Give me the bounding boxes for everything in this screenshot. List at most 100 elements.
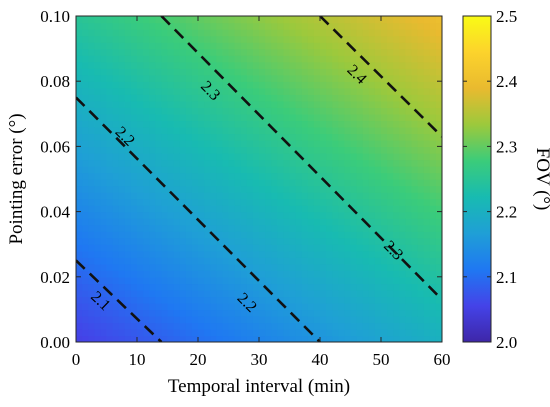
- heatmap-cell: [277, 302, 285, 311]
- heatmap-cell: [179, 29, 187, 37]
- heatmap-cell: [124, 192, 132, 200]
- heatmap-cell: [112, 257, 120, 265]
- heatmap-cell: [417, 218, 425, 226]
- heatmap-cell: [356, 283, 364, 291]
- heatmap-cell: [198, 283, 205, 291]
- heatmap-cell: [94, 205, 102, 213]
- heatmap-cell: [362, 205, 370, 213]
- heatmap-cell: [112, 263, 120, 271]
- heatmap-cell: [332, 211, 339, 219]
- heatmap-cell: [271, 139, 278, 148]
- heatmap-cell: [216, 309, 224, 317]
- heatmap-cell: [173, 172, 181, 180]
- heatmap-cell: [417, 231, 425, 239]
- heatmap-cell: [387, 328, 394, 337]
- heatmap-cell: [271, 113, 278, 122]
- heatmap-cell: [313, 42, 321, 50]
- heatmap-cell: [277, 237, 285, 245]
- heatmap-cell: [246, 159, 254, 167]
- heatmap-cell: [301, 165, 309, 174]
- heatmap-cell: [149, 126, 156, 135]
- heatmap-cell: [88, 192, 95, 200]
- heatmap-cell: [100, 16, 108, 24]
- heatmap-cell: [240, 61, 248, 69]
- heatmap-cell: [417, 16, 425, 24]
- heatmap-cell: [405, 22, 413, 30]
- heatmap-cell: [295, 224, 303, 232]
- heatmap-cell: [76, 35, 83, 43]
- heatmap-cell: [228, 22, 236, 30]
- heatmap-cell: [173, 35, 181, 43]
- heatmap-cell: [191, 68, 199, 76]
- heatmap-cell: [210, 126, 217, 135]
- heatmap-cell: [76, 276, 83, 285]
- heatmap-cell: [118, 315, 126, 324]
- heatmap-cell: [320, 35, 327, 43]
- heatmap-cell: [149, 309, 156, 317]
- heatmap-cell: [429, 296, 437, 304]
- heatmap-cell: [301, 231, 309, 239]
- heatmap-cell: [167, 231, 175, 239]
- heatmap-cell: [399, 309, 407, 317]
- heatmap-cell: [356, 205, 364, 213]
- heatmap-cell: [155, 257, 163, 265]
- heatmap-cell: [76, 113, 83, 122]
- heatmap-cell: [149, 100, 156, 108]
- heatmap-cell: [179, 159, 187, 167]
- heatmap-cell: [271, 237, 278, 245]
- heatmap-cell: [271, 55, 278, 63]
- heatmap-cell: [350, 120, 358, 128]
- heatmap-cell: [94, 35, 102, 43]
- heatmap-cell: [191, 87, 199, 95]
- heatmap-cell: [173, 185, 181, 193]
- heatmap-cell: [313, 68, 321, 76]
- heatmap-cell: [155, 231, 163, 239]
- heatmap-cell: [252, 146, 260, 154]
- heatmap-cell: [240, 74, 248, 82]
- heatmap-cell: [143, 179, 150, 187]
- heatmap-cell: [301, 29, 309, 37]
- heatmap-cell: [277, 120, 285, 128]
- heatmap-cell: [381, 146, 388, 154]
- heatmap-cell: [137, 205, 144, 213]
- heatmap-cell: [356, 55, 364, 63]
- heatmap-cell: [368, 81, 376, 89]
- heatmap-cell: [130, 22, 138, 30]
- heatmap-cell: [435, 250, 442, 258]
- heatmap-cell: [191, 61, 199, 69]
- heatmap-cell: [198, 244, 205, 252]
- heatmap-cell: [307, 68, 315, 76]
- heatmap-cell: [143, 283, 150, 291]
- heatmap-cell: [106, 165, 114, 174]
- heatmap-cell: [411, 152, 419, 161]
- heatmap-cell: [246, 87, 254, 95]
- heatmap-cell: [307, 179, 315, 187]
- heatmap-cell: [271, 100, 278, 108]
- heatmap-cell: [374, 250, 382, 258]
- heatmap-cell: [204, 61, 211, 69]
- heatmap-cell: [100, 55, 108, 63]
- heatmap-cell: [204, 276, 211, 285]
- heatmap-cell: [198, 133, 205, 141]
- heatmap-cell: [350, 48, 358, 56]
- heatmap-cell: [82, 257, 89, 265]
- heatmap-cell: [374, 159, 382, 167]
- heatmap-cell: [417, 283, 425, 291]
- heatmap-cell: [155, 250, 163, 258]
- heatmap-cell: [435, 198, 442, 206]
- heatmap-cell: [356, 35, 364, 43]
- heatmap-cell: [198, 315, 205, 324]
- heatmap-cell: [228, 237, 236, 245]
- heatmap-cell: [240, 185, 248, 193]
- heatmap-cell: [381, 74, 388, 82]
- heatmap-cell: [399, 244, 407, 252]
- heatmap-cell: [76, 211, 83, 219]
- heatmap-cell: [106, 133, 114, 141]
- heatmap-cell: [271, 263, 278, 271]
- heatmap-cell: [393, 270, 400, 278]
- heatmap-cell: [435, 257, 442, 265]
- heatmap-cell: [374, 87, 382, 95]
- heatmap-cell: [387, 100, 394, 108]
- heatmap-cell: [417, 211, 425, 219]
- heatmap-cell: [393, 100, 400, 108]
